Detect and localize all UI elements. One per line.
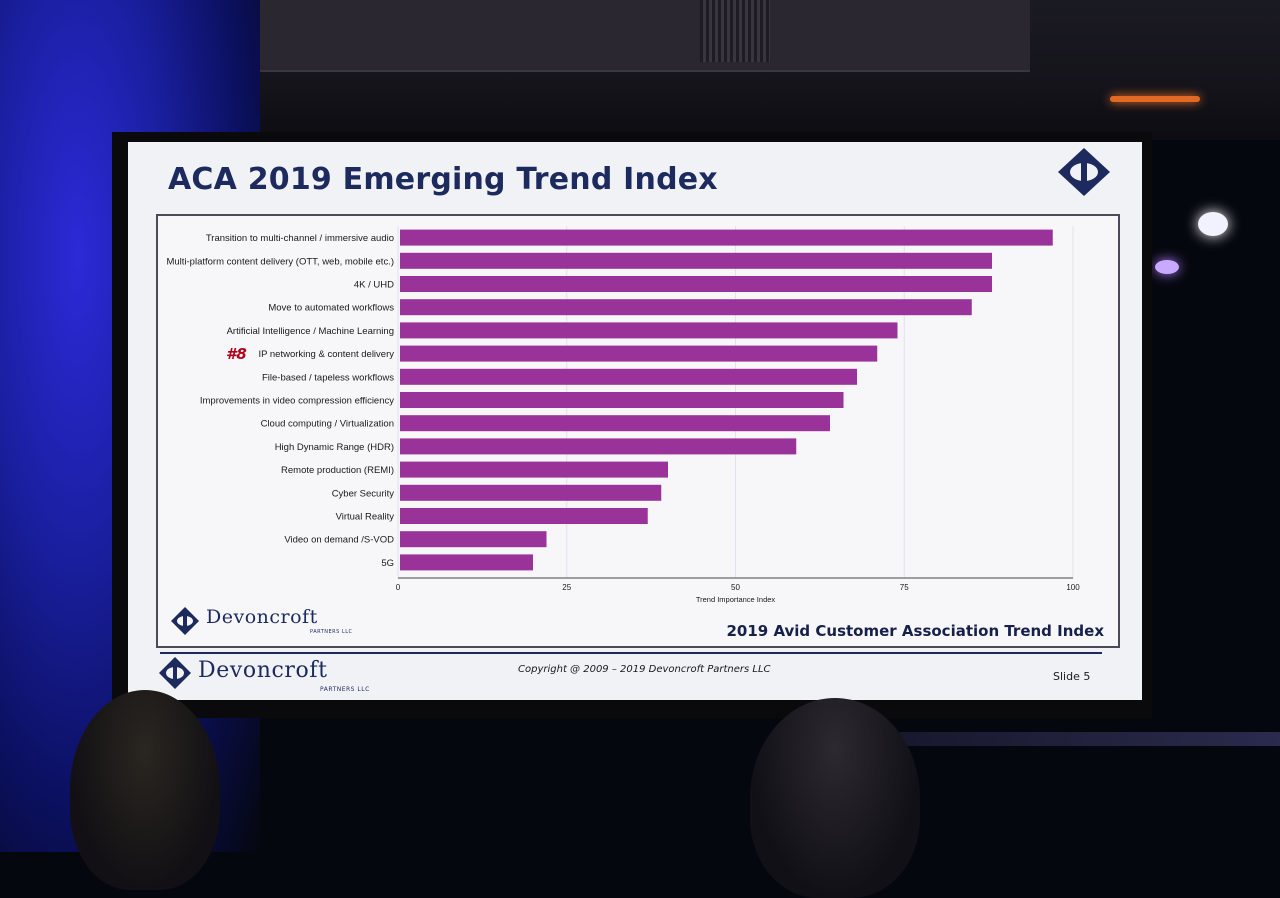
brand-name: Devoncroft (206, 606, 318, 628)
category-label: High Dynamic Range (HDR) (275, 442, 394, 453)
bar (400, 229, 1053, 246)
category-label: Artificial Intelligence / Machine Learni… (227, 326, 394, 337)
x-tick-label: 25 (562, 583, 571, 592)
spotlight (1198, 212, 1228, 236)
bar (400, 461, 668, 478)
slide-number: Slide 5 (1053, 670, 1091, 683)
x-tick-label: 75 (900, 583, 909, 592)
bar (400, 299, 972, 316)
slide-title: ACA 2019 Emerging Trend Index (168, 162, 718, 197)
x-axis-ticks: 0 25 50 75 100 (396, 583, 1080, 592)
category-label: Cyber Security (332, 488, 395, 499)
category-label: File-based / tapeless workflows (262, 372, 394, 383)
category-label: Virtual Reality (336, 512, 395, 523)
bars-layer (400, 229, 1053, 571)
bar-chart: Transition to multi-channel / immersive … (166, 226, 1080, 604)
brand-name: Devoncroft (198, 658, 328, 683)
x-tick-label: 50 (731, 583, 740, 592)
bar (400, 345, 878, 362)
audience-member-head (750, 698, 920, 898)
category-label: 5G (381, 558, 394, 569)
copyright-text: Copyright @ 2009 – 2019 Devoncroft Partn… (518, 664, 771, 675)
category-label: Multi-platform content delivery (OTT, we… (166, 256, 394, 267)
category-label: Video on demand /S-VOD (284, 535, 394, 546)
x-tick-label: 100 (1066, 583, 1080, 592)
category-label: IP networking & content delivery (258, 349, 394, 360)
bar (400, 276, 992, 292)
bar (400, 484, 662, 501)
brand-subtitle: PARTNERS LLC (320, 686, 370, 693)
category-labels: Transition to multi-channel / immersive … (166, 233, 394, 569)
chart-devoncroft-logo: Devoncroft PARTNERS LLC (170, 604, 370, 638)
category-label: Improvements in video compression effici… (200, 396, 394, 407)
category-label: Transition to multi-channel / immersive … (206, 233, 394, 244)
devoncroft-logo-icon (1058, 148, 1110, 196)
bar (400, 392, 844, 408)
bar (400, 508, 648, 524)
bar (400, 368, 857, 385)
ceiling-vent (700, 0, 770, 62)
orange-light-strip (1110, 96, 1200, 102)
bar (400, 531, 547, 548)
bar (400, 438, 797, 455)
bar (400, 252, 992, 269)
category-label: Remote production (REMI) (281, 465, 394, 476)
stage-edge (900, 732, 1280, 746)
bar (400, 322, 898, 339)
category-label: 4K / UHD (354, 280, 394, 291)
x-axis-title: Trend Importance Index (696, 595, 776, 604)
chart-caption: 2019 Avid Customer Association Trend Ind… (726, 622, 1104, 640)
bar (400, 415, 830, 432)
x-tick-label: 0 (396, 583, 401, 592)
devoncroft-logo-icon (159, 657, 191, 689)
highlight-rank-label: #8 (226, 345, 247, 363)
ceiling-panel (250, 0, 1030, 72)
footer-devoncroft-logo: Devoncroft PARTNERS LLC (158, 654, 378, 694)
category-label: Cloud computing / Virtualization (261, 419, 394, 430)
category-label: Move to automated workflows (268, 303, 394, 314)
presentation-slide: ACA 2019 Emerging Trend Index Transition… (128, 142, 1142, 700)
audience-member-head (70, 690, 220, 890)
spotlight (1155, 260, 1179, 274)
brand-subtitle: PARTNERS LLC (310, 629, 353, 635)
devoncroft-logo-icon (171, 607, 199, 635)
chart-panel: Transition to multi-channel / immersive … (156, 214, 1120, 648)
bar (400, 554, 533, 571)
